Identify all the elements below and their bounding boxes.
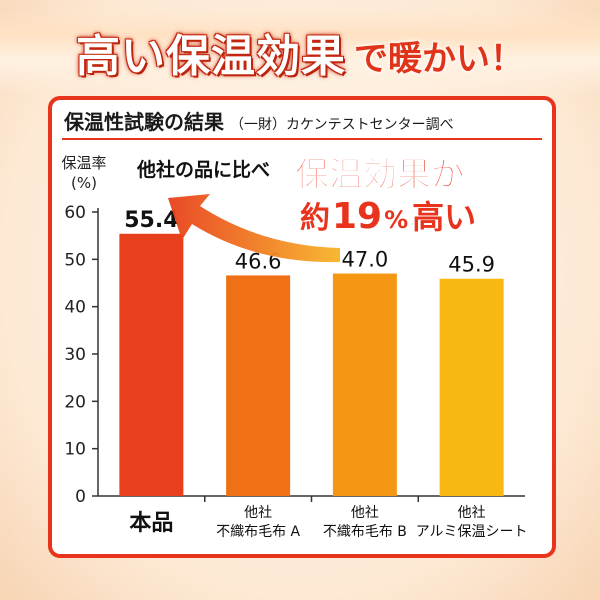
bar-value-label: 55.4 <box>124 208 178 233</box>
y-tick-label: 40 <box>64 298 86 318</box>
x-category-label: 本品 <box>129 511 173 536</box>
x-category-label: 不織布毛布 B <box>323 524 407 540</box>
x-category-label: アルミ保温シート <box>416 524 528 540</box>
callout-compare: 他社の品に比べ <box>136 158 270 181</box>
x-category-label: 他社 <box>244 505 272 521</box>
callout-claim-line1: 保温効果が <box>295 155 465 195</box>
bar <box>119 233 184 497</box>
headline-banner: 高い保温効果 で暖かい！ <box>0 8 600 96</box>
x-category-label: 不織布毛布 A <box>216 524 300 540</box>
y-tick-label: 10 <box>64 440 86 460</box>
bar <box>332 273 397 496</box>
callout-claim-prefix: 約 <box>300 201 330 236</box>
bar <box>439 278 504 496</box>
bar-value-label: 47.0 <box>341 248 388 272</box>
callout-claim-unit: % <box>384 206 408 234</box>
callout-claim-number: 19 <box>332 196 382 237</box>
y-axis-label-line: (%) <box>71 174 97 192</box>
x-category-label: 他社 <box>458 505 486 521</box>
card-title-text: 保温性試験の結果 <box>64 110 224 134</box>
y-axis-label: 保温率 (%) <box>61 154 106 192</box>
headline-sub: で暖かい！ <box>354 38 524 79</box>
y-tick-label: 20 <box>64 392 86 412</box>
card-title-note: （一財）カケンテストセンター調べ <box>230 117 454 133</box>
y-axis-ticks: 0 10 20 30 40 50 60 <box>64 203 98 507</box>
title-divider <box>62 138 542 140</box>
bar <box>226 275 291 496</box>
bar-value-label: 45.9 <box>448 253 495 277</box>
callout-claim-suffix: 高い <box>412 198 476 236</box>
y-tick-label: 60 <box>64 203 86 223</box>
comparison-arrow <box>168 194 340 263</box>
headline-main: 高い保温効果 <box>76 31 346 82</box>
card-title: 保温性試験の結果 （一財）カケンテストセンター調べ <box>64 106 454 135</box>
y-tick-label: 50 <box>64 250 86 270</box>
x-category-label: 他社 <box>351 505 379 521</box>
callout-claim-line2: 約19% 高い <box>300 196 476 237</box>
y-tick-label: 30 <box>64 345 86 365</box>
y-tick-label: 0 <box>75 487 86 507</box>
y-axis-label-line: 保温率 <box>61 154 106 172</box>
